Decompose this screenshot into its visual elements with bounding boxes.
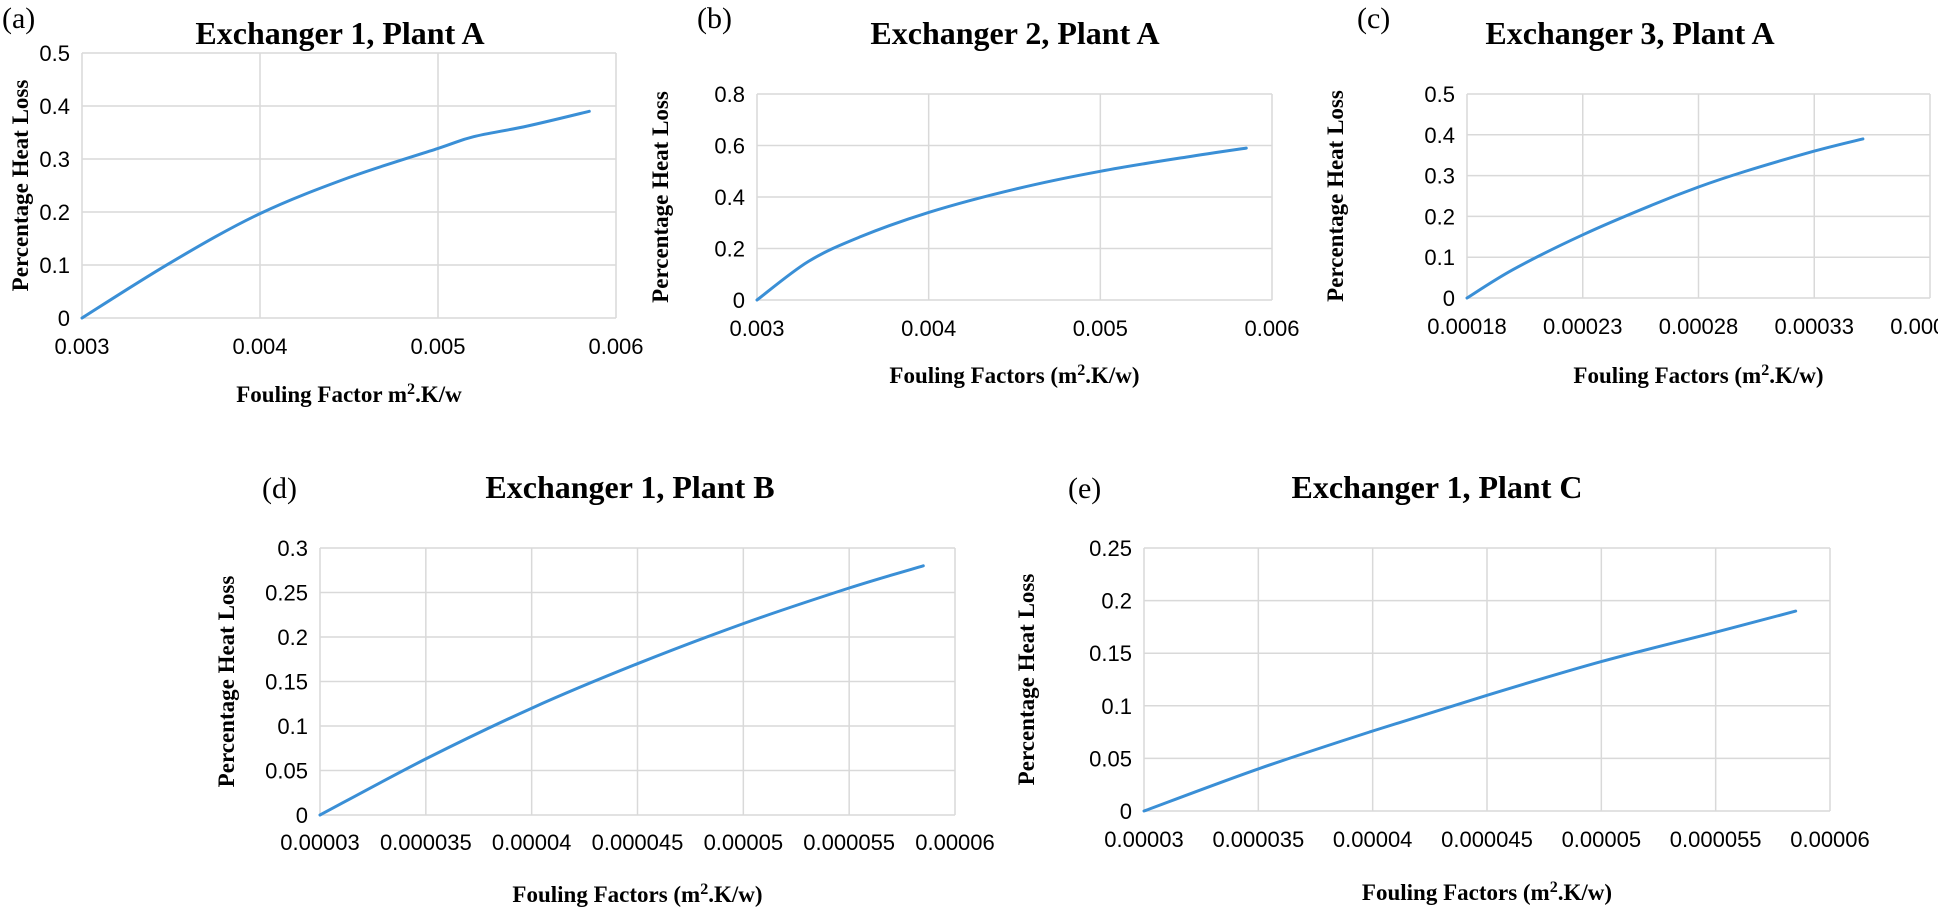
y-axis-title: Percentage Heat Loss (8, 80, 33, 292)
chart-panel-d: 0.00003 0.000035 0.00004 0.000045 0.00005 0.0… (214, 469, 995, 907)
series-line (755, 146, 1248, 302)
panel-letter: (a) (2, 2, 35, 35)
panel-letter: (c) (1357, 2, 1390, 35)
x-tick-label: 0.000055 (803, 830, 895, 855)
chart-title: Exchanger 2, Plant A (870, 15, 1159, 51)
y-tick-label: 0.4 (1424, 123, 1455, 148)
y-tick-label: 0 (733, 288, 745, 313)
x-tick-label: 0.005 (410, 334, 465, 359)
x-tick-label: 0.00003 (280, 830, 360, 855)
y-tick-label: 0.5 (1424, 82, 1455, 107)
x-tick-label: 0.00005 (704, 830, 784, 855)
y-tick-label: 0.1 (277, 714, 308, 739)
y-tick-label: 0.2 (39, 200, 70, 225)
x-tick-label: 0.00003 (1104, 827, 1184, 852)
x-tick-label: 0.000035 (1212, 827, 1304, 852)
y-tick-label: 0.1 (39, 253, 70, 278)
x-tick-label: 0.006 (588, 334, 643, 359)
x-axis-title: Fouling Factors (m2.K/w) (889, 362, 1139, 389)
y-tick-label: 0.3 (39, 147, 70, 172)
chart-panel-b: 0.003 0.004 0.005 0.006 0 0.2 0.4 0.6 0.8 (b) Exch… (648, 2, 1300, 388)
panel-letter: (e) (1068, 472, 1101, 505)
y-tick-label: 0.5 (39, 41, 70, 66)
x-axis-title: Fouling Factor m2.K/w (236, 381, 462, 408)
x-axis-title: Fouling Factors (m2.K/w) (1573, 362, 1823, 389)
x-tick-label: 0.004 (901, 316, 956, 341)
y-tick-label: 0.1 (1101, 694, 1132, 719)
y-tick-label: 0.1 (1424, 245, 1455, 270)
y-tick-label: 0 (296, 803, 308, 828)
y-tick-label: 0.2 (1101, 589, 1132, 614)
x-tick-label: 0.000045 (592, 830, 684, 855)
x-tick-label: 0.000055 (1670, 827, 1762, 852)
chart-panel-a: 0.003 0.004 0.005 0.006 0 0.1 0.2 0.3 0.4 0.5(a) E… (2, 2, 644, 407)
x-tick-label: 0.00028 (1659, 314, 1739, 339)
panel-letter: (b) (697, 2, 732, 35)
y-tick-label: 0.25 (1089, 536, 1132, 561)
y-tick-label: 0.8 (714, 82, 745, 107)
y-tick-label: 0.6 (714, 134, 745, 159)
x-tick-label: 0.00023 (1543, 314, 1623, 339)
x-tick-label: 0.00006 (915, 830, 995, 855)
x-tick-label: 0.000045 (1441, 827, 1533, 852)
y-tick-label: 0.3 (1424, 164, 1455, 189)
x-tick-label: 0.000035 (380, 830, 472, 855)
y-axis-title: Percentage Heat Loss (214, 576, 239, 788)
chart-title: Exchanger 1, Plant B (485, 469, 774, 505)
y-tick-label: 0.15 (1089, 641, 1132, 666)
y-tick-label: 0.05 (265, 759, 308, 784)
panel-letter: (d) (262, 472, 297, 505)
y-tick-label: 0.4 (714, 185, 745, 210)
y-tick-label: 0.15 (265, 670, 308, 695)
x-tick-label: 0.003 (54, 334, 109, 359)
y-tick-label: 0.2 (1424, 204, 1455, 229)
y-tick-label: 0 (58, 306, 70, 331)
x-axis-title: Fouling Factors (m2.K/w) (512, 881, 762, 908)
series-line (318, 564, 925, 817)
x-tick-label: 0.00004 (492, 830, 572, 855)
x-tick-label: 0.004 (232, 334, 287, 359)
x-axis-title: Fouling Factors (m2.K/w) (1362, 879, 1612, 906)
y-tick-label: 0.25 (265, 581, 308, 606)
x-tick-label: 0.006 (1244, 316, 1299, 341)
x-tick-label: 0.003 (729, 316, 784, 341)
chart-title: Exchanger 1, Plant C (1292, 469, 1583, 505)
y-tick-label: 0.05 (1089, 746, 1132, 771)
chart-panel-e: 0.00003 0.000035 0.00004 0.000045 0.00005 0.0… (1014, 469, 1870, 905)
x-tick-label: 0.00004 (1333, 827, 1413, 852)
x-tick-label: 0.005 (1073, 316, 1128, 341)
y-tick-label: 0.2 (714, 237, 745, 262)
y-tick-label: 0.2 (277, 625, 308, 650)
series-line (1142, 609, 1798, 813)
x-tick-label: 0.00038 (1890, 314, 1938, 339)
chart-title: Exchanger 3, Plant A (1485, 15, 1774, 51)
series-line (80, 109, 591, 320)
chart-panel-c: 0.00018 0.00023 0.00028 0.00033 0.00038 0 0.1 0… (1323, 2, 1938, 388)
x-tick-label: 0.00018 (1427, 314, 1507, 339)
x-tick-label: 0.00006 (1790, 827, 1870, 852)
y-axis-title: Percentage Heat Loss (648, 91, 673, 303)
series-line (1465, 137, 1865, 300)
x-tick-label: 0.00005 (1562, 827, 1642, 852)
y-tick-label: 0.4 (39, 94, 70, 119)
y-tick-label: 0 (1443, 286, 1455, 311)
y-axis-title: Percentage Heat Loss (1014, 574, 1039, 786)
y-axis-title: Percentage Heat Loss (1323, 90, 1348, 302)
chart-title: Exchanger 1, Plant A (195, 15, 484, 51)
y-tick-label: 0 (1120, 799, 1132, 824)
y-tick-label: 0.3 (277, 536, 308, 561)
x-tick-label: 0.00033 (1774, 314, 1854, 339)
